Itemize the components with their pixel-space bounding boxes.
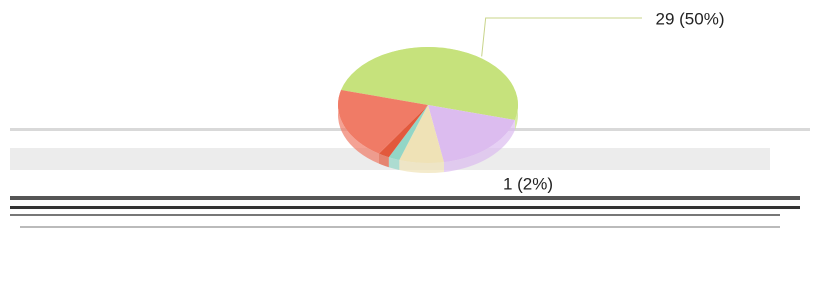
chart: 29 (50%) 1 (2%)	[0, 0, 817, 295]
data-label: 1 (2%)	[503, 174, 553, 193]
glitch-band	[20, 226, 780, 228]
leader-line	[482, 18, 642, 56]
glitch-band	[10, 214, 780, 216]
glitch-band	[10, 206, 800, 209]
glitch-band	[10, 196, 800, 200]
data-label: 29 (50%)	[656, 9, 725, 28]
page: {"chart_data": {"type": "pie", "values":…	[0, 0, 817, 295]
